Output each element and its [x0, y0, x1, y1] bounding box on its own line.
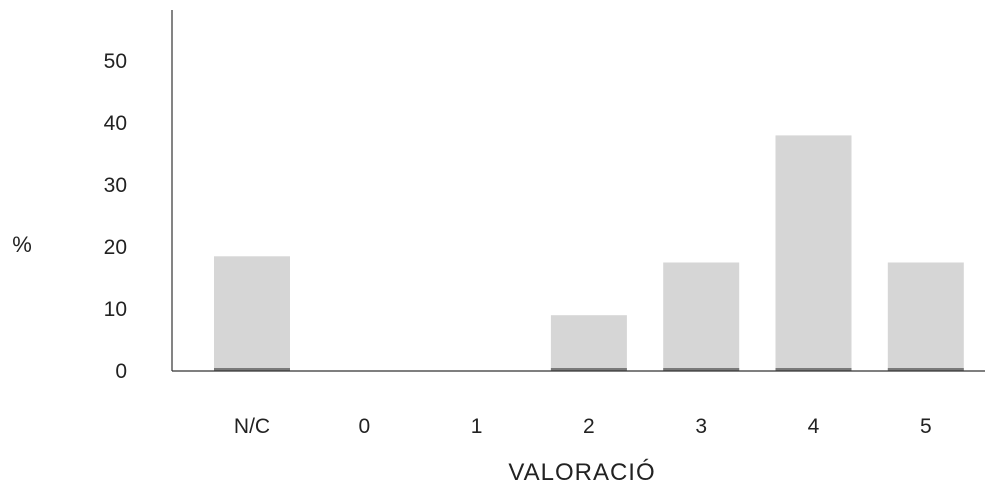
y-tick-label: 30 [104, 174, 127, 197]
y-tick-label: 0 [115, 360, 127, 383]
y-axis-ticks: 0 10 20 30 40 50 [104, 50, 127, 383]
bar-base [550, 368, 627, 371]
y-tick-label: 40 [104, 112, 127, 135]
bar [214, 256, 290, 371]
y-tick-label: 20 [104, 236, 127, 259]
bar [550, 315, 627, 371]
x-category-label: 4 [808, 415, 820, 438]
x-category-label: 3 [695, 415, 707, 438]
bars-group [214, 135, 964, 371]
y-axis-title: % [12, 232, 32, 257]
x-category-label: 0 [358, 415, 370, 438]
x-category-label: 2 [583, 415, 595, 438]
x-category-label: N/C [234, 415, 270, 438]
y-tick-label: 50 [104, 50, 127, 73]
bar [663, 262, 740, 371]
bar-base [663, 368, 740, 371]
x-category-label: 5 [920, 415, 932, 438]
x-category-label: 1 [471, 415, 483, 438]
bar [775, 135, 852, 371]
x-axis-title: VALORACIÓ [508, 459, 655, 486]
bar-base [775, 368, 852, 371]
x-axis-labels: N/C 0 1 2 3 4 5 [234, 415, 932, 438]
y-tick-label: 10 [104, 298, 127, 321]
bar-base [214, 368, 290, 371]
bar-base [887, 368, 964, 371]
bar [887, 262, 964, 371]
